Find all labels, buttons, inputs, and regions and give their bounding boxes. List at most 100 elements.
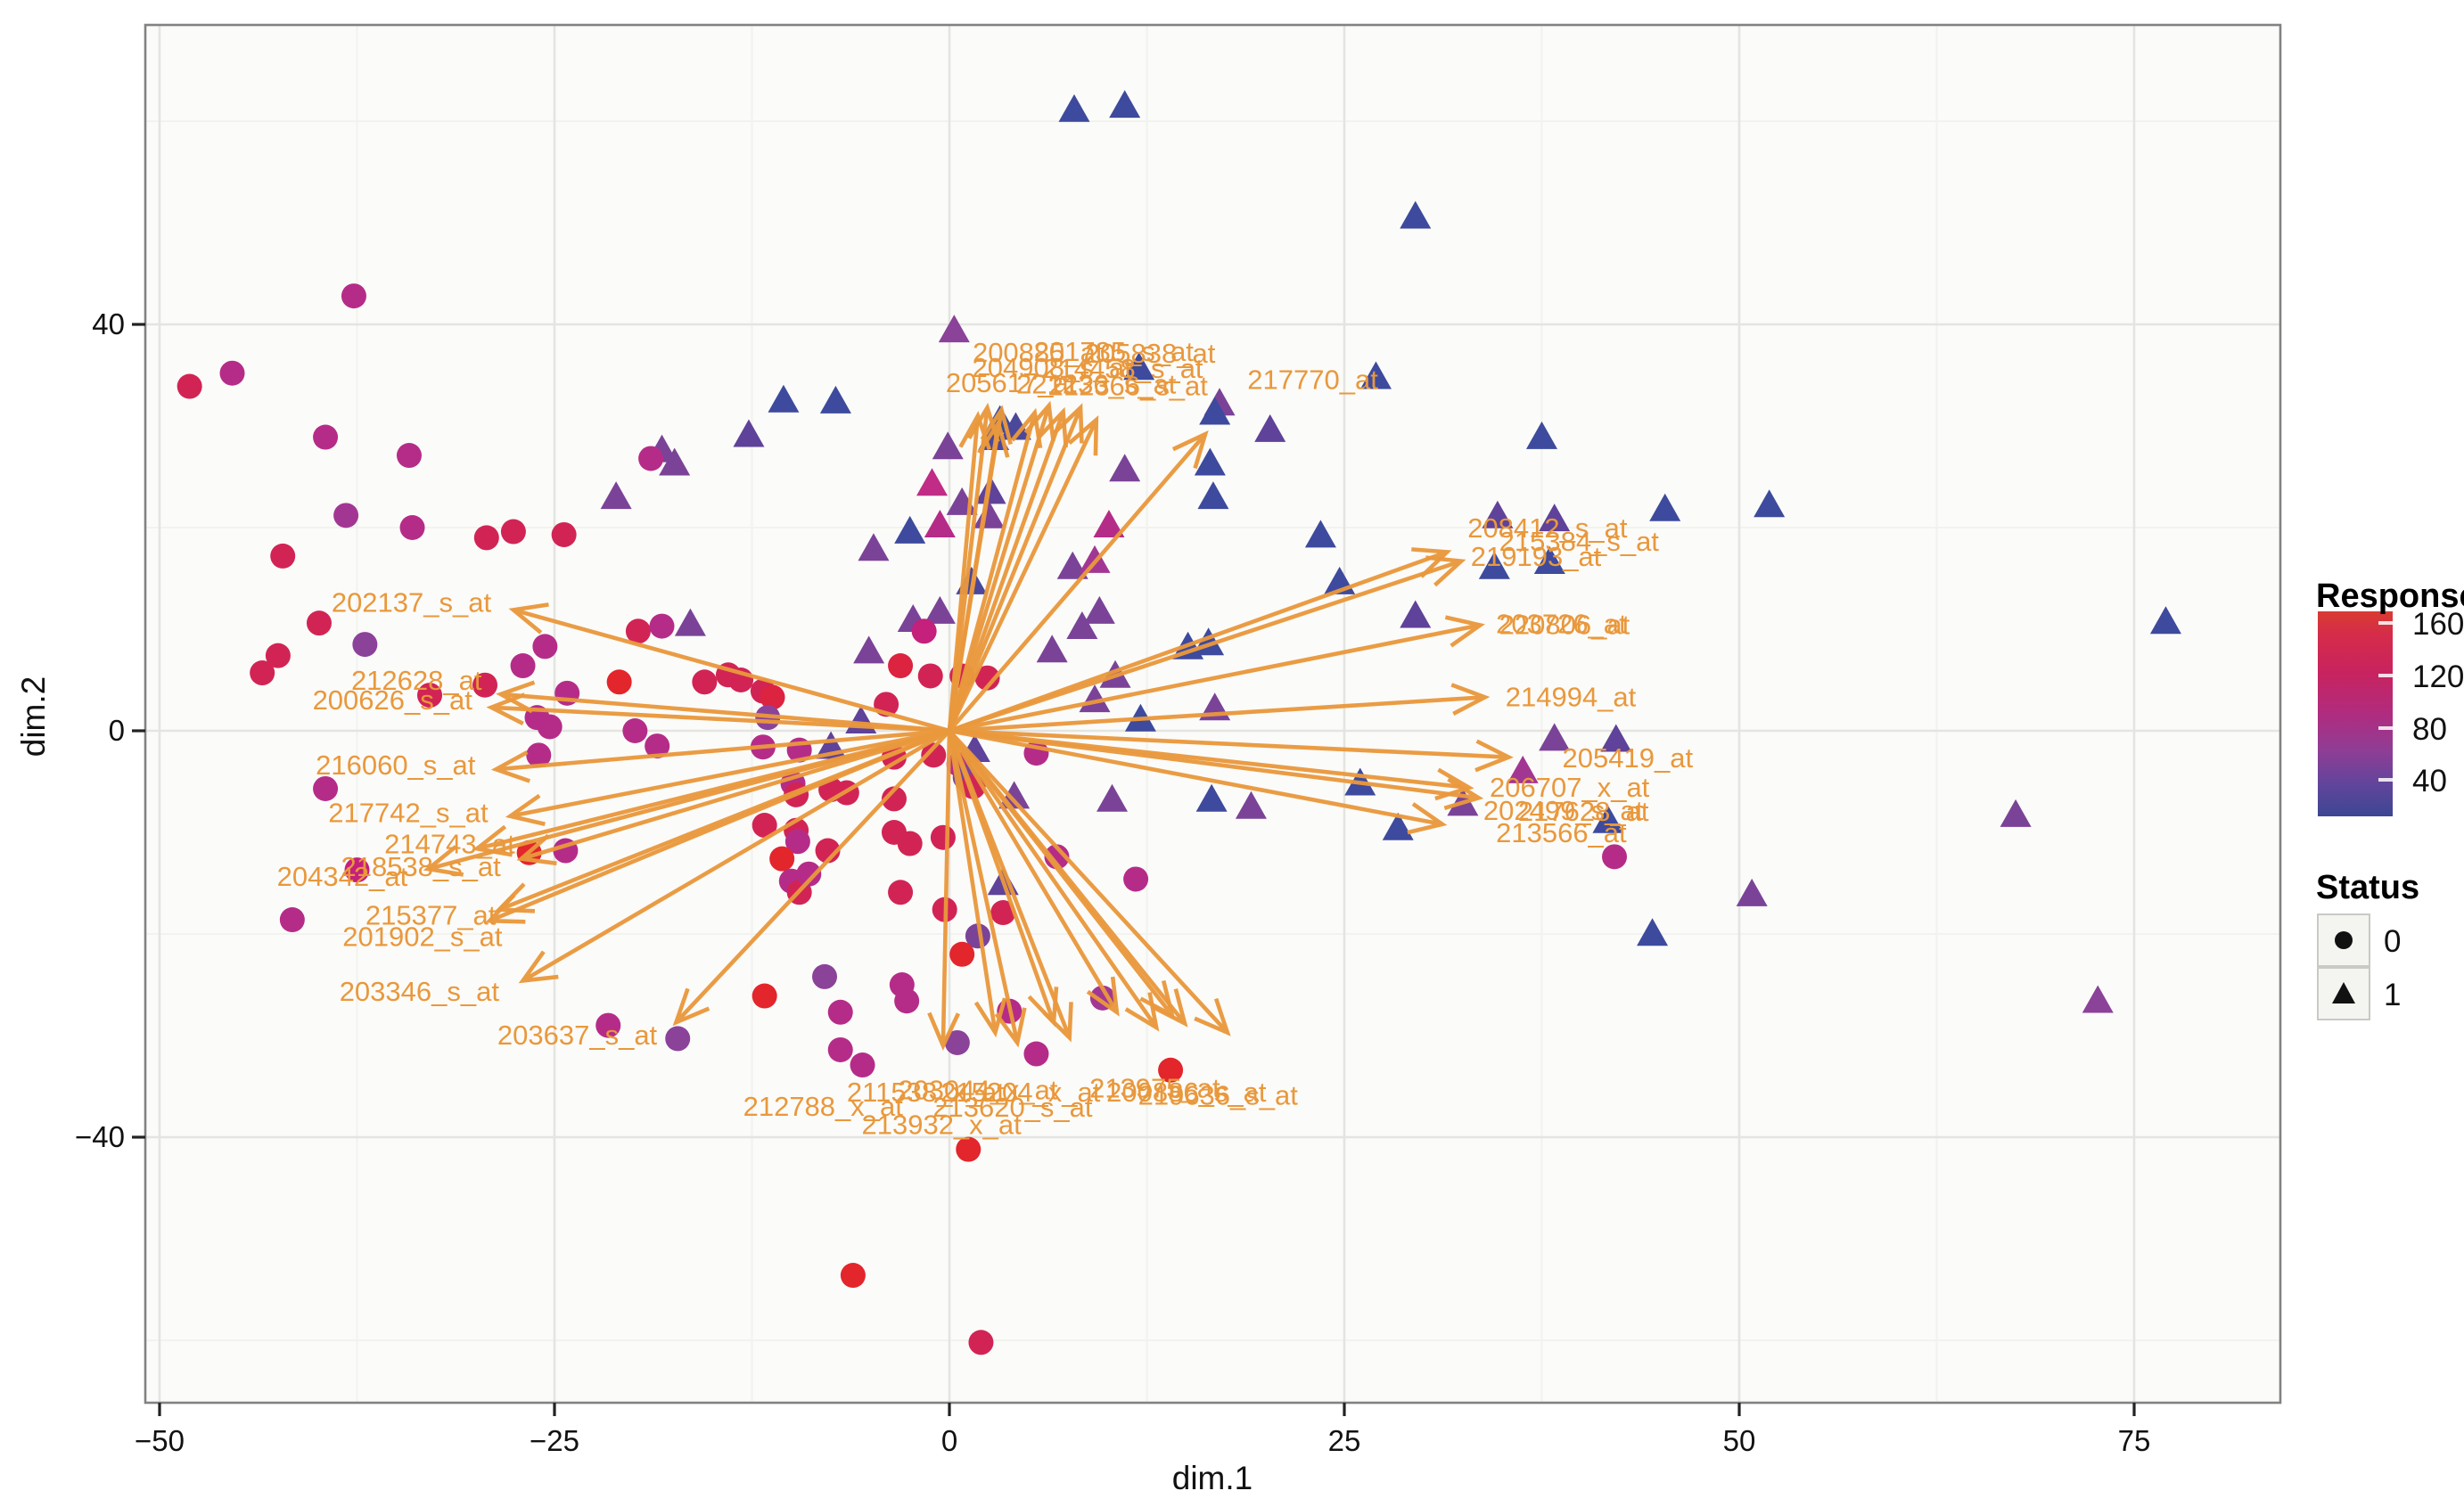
data-point-triangle [1197, 481, 1229, 510]
status-triangle-key-icon [2332, 982, 2355, 1003]
data-point-circle [396, 443, 422, 469]
panel-border [144, 23, 2282, 1405]
loading-arrow [485, 728, 950, 924]
data-point-triangle [1600, 724, 1632, 752]
response-tick-label: 120 [2412, 659, 2464, 694]
data-point-circle [306, 610, 332, 636]
loading-label: 203637_s_at [497, 1020, 658, 1051]
loading-arrow [949, 683, 1491, 733]
data-point-circle [888, 653, 914, 679]
data-point-circle [606, 669, 632, 695]
data-point-circle [752, 983, 777, 1009]
data-point-circle [333, 503, 359, 528]
response-legend-title: Response [2316, 577, 2464, 615]
data-point-circle [665, 1026, 691, 1052]
y-tick-label: 40 [92, 307, 125, 340]
data-point-triangle [1507, 755, 1539, 783]
loading-arrow [947, 730, 1027, 1048]
loading-label: 203346_s_at [340, 976, 500, 1007]
data-point-triangle [1058, 94, 1090, 122]
loading-label: 214458_s_at [1043, 353, 1203, 384]
loading-labels: 200885_at201735_s_at205838_at204908_s_at… [277, 336, 1694, 1141]
data-point-triangle [1539, 723, 1571, 751]
data-point-triangle [2000, 799, 2032, 827]
data-point-triangle [768, 384, 800, 413]
loading-label: 202499_s_at [1483, 795, 1644, 826]
loading-label: 205838_at [1085, 338, 1216, 369]
loading-arrow [947, 400, 1055, 732]
loading-label: 215384_s_at [1499, 526, 1660, 557]
loading-arrow [496, 680, 950, 733]
data-point-triangle [1592, 805, 1624, 833]
loading-label: 213566_at [1496, 817, 1627, 848]
data-point-circle [796, 861, 822, 887]
loading-label: 200626_s_at [313, 684, 473, 716]
colorbar-tick [2378, 726, 2393, 730]
data-point-triangle [916, 468, 949, 496]
loading-label: 221236_s_at [1016, 368, 1177, 399]
data-point-circle [784, 829, 810, 855]
data-point-circle [537, 714, 563, 740]
data-point-triangle [858, 533, 890, 561]
data-point-circle [944, 1029, 970, 1055]
data-point-circle [500, 519, 526, 545]
data-point-circle [897, 831, 923, 856]
data-point-triangle [819, 385, 851, 414]
data-point-circle [473, 525, 499, 551]
loading-arrow [490, 728, 950, 783]
data-point-circle [399, 515, 425, 540]
data-point-circle [313, 424, 339, 450]
loading-arrows [423, 400, 1514, 1052]
loading-label: 201902_s_at [342, 921, 503, 952]
data-point-triangle [659, 447, 691, 476]
data-point-triangle [924, 595, 956, 624]
response-colorbar [2318, 611, 2393, 816]
x-tick-label: −25 [530, 1424, 579, 1457]
data-point-triangle [1195, 783, 1228, 812]
data-point-triangle [938, 315, 970, 343]
data-point-circle [510, 653, 536, 679]
loading-arrow [947, 730, 1007, 1038]
data-point-triangle [1754, 489, 1786, 518]
data-point-circle [265, 643, 291, 668]
data-point-triangle [1649, 493, 1681, 521]
loading-arrow [949, 728, 1514, 773]
data-point-circle [827, 1036, 853, 1062]
data-point-circle [344, 857, 370, 883]
x-tick-label: −50 [135, 1424, 185, 1457]
loading-arrow [949, 555, 1466, 733]
data-point-triangle [1083, 595, 1115, 624]
data-point-triangle [674, 608, 706, 636]
loading-label: 200886_s_at [1106, 1077, 1267, 1108]
data-point-circle [990, 900, 1016, 926]
data-point-circle [692, 669, 718, 695]
data-point-triangle [1304, 520, 1336, 548]
loading-label: 212366_s_at [1048, 371, 1209, 402]
loading-label: 215204_x_at [940, 1077, 1101, 1108]
loading-arrow [948, 729, 1188, 1028]
data-point-circle [638, 446, 664, 471]
response-tick-label: 80 [2412, 712, 2447, 747]
data-point-triangle [1382, 812, 1414, 840]
data-point-triangle [1036, 635, 1068, 663]
loading-label: 203726_at [1496, 608, 1627, 639]
loading-label: 205419_at [1563, 742, 1694, 774]
data-point-triangle [2149, 606, 2181, 635]
data-point-circle [622, 718, 648, 743]
data-point-circle [968, 1330, 994, 1356]
loading-label: 218538_s_at [341, 851, 501, 882]
data-point-circle [827, 999, 853, 1025]
loading-label: 220806_at [1499, 609, 1630, 640]
loading-label: 217742_s_at [328, 797, 489, 828]
loading-label: 217770_at [1247, 365, 1378, 396]
data-point-circle [881, 786, 907, 812]
data-point-circle [956, 1136, 981, 1162]
data-point-circle [1023, 1041, 1049, 1067]
data-point-triangle [2082, 985, 2114, 1013]
loading-label: 219193_at [1471, 541, 1602, 572]
data-point-circle [965, 923, 990, 949]
data-point-circle [894, 988, 920, 1014]
data-point-triangle [1482, 500, 1514, 528]
loading-arrow [423, 728, 950, 877]
data-point-triangle [1526, 421, 1557, 449]
